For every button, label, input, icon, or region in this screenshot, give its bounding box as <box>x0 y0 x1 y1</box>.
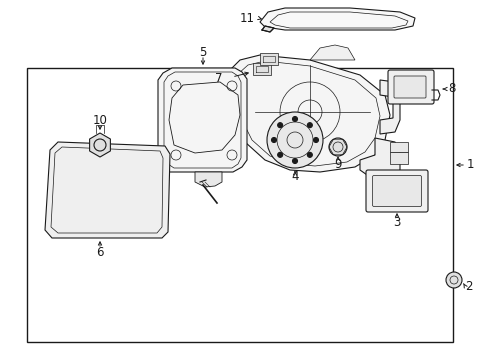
Polygon shape <box>195 172 222 187</box>
Text: 9: 9 <box>334 158 342 171</box>
Circle shape <box>278 123 283 128</box>
Text: 11: 11 <box>240 12 255 24</box>
Polygon shape <box>260 8 415 30</box>
Circle shape <box>267 112 323 168</box>
Polygon shape <box>310 45 355 60</box>
Circle shape <box>293 117 297 122</box>
Circle shape <box>307 123 312 128</box>
Circle shape <box>307 152 312 157</box>
Polygon shape <box>253 63 271 75</box>
Text: 2: 2 <box>465 280 472 293</box>
Circle shape <box>271 138 276 143</box>
Polygon shape <box>380 80 400 134</box>
Text: 10: 10 <box>93 113 107 126</box>
Bar <box>27 68 453 342</box>
Bar <box>390 142 408 152</box>
FancyBboxPatch shape <box>372 175 421 207</box>
Text: 8: 8 <box>448 82 455 95</box>
Polygon shape <box>158 68 247 172</box>
Polygon shape <box>360 138 400 177</box>
Polygon shape <box>90 133 110 157</box>
Circle shape <box>329 138 347 156</box>
Text: 1: 1 <box>467 158 474 171</box>
Text: 7: 7 <box>215 72 222 85</box>
Text: 5: 5 <box>199 45 207 58</box>
Circle shape <box>293 158 297 163</box>
Circle shape <box>314 138 318 143</box>
Polygon shape <box>45 142 170 238</box>
Bar <box>390 152 408 164</box>
Circle shape <box>278 152 283 157</box>
Polygon shape <box>228 55 390 172</box>
FancyBboxPatch shape <box>388 70 434 104</box>
Text: 6: 6 <box>96 246 104 258</box>
FancyBboxPatch shape <box>394 76 426 98</box>
Circle shape <box>446 272 462 288</box>
Text: 4: 4 <box>291 171 299 184</box>
Polygon shape <box>260 53 278 65</box>
FancyBboxPatch shape <box>366 170 428 212</box>
Polygon shape <box>262 26 274 32</box>
Text: 3: 3 <box>393 216 401 229</box>
